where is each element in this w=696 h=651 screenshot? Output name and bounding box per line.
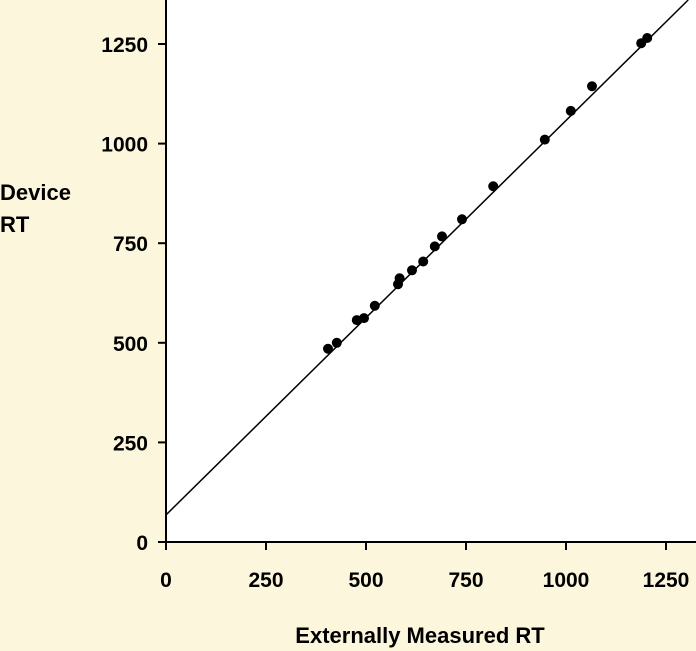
y-tick-label: 0 <box>136 532 148 555</box>
data-point <box>457 214 467 225</box>
data-point <box>418 256 429 267</box>
data-point <box>394 273 405 284</box>
x-tick-label: 250 <box>248 569 283 592</box>
x-tick-label: 750 <box>448 569 483 592</box>
fit-line <box>165 0 689 516</box>
y-axis-title-line-2: RT <box>0 212 30 237</box>
data-point <box>565 105 576 116</box>
x-tick-label: 1250 <box>643 569 690 592</box>
data-point <box>437 231 447 242</box>
data-point <box>331 337 342 348</box>
y-tick-label: 750 <box>113 233 148 256</box>
data-point <box>587 81 597 92</box>
y-tick-label: 250 <box>113 432 148 455</box>
data-point <box>359 313 369 324</box>
data-point <box>369 300 380 311</box>
data-point <box>429 241 440 252</box>
y-tick-label: 1000 <box>101 134 148 157</box>
data-point <box>642 33 653 44</box>
x-tick-label: 0 <box>160 569 172 592</box>
plot-area <box>166 0 696 542</box>
y-tick-label: 1250 <box>101 34 148 57</box>
x-axis-title: Externally Measured RT <box>295 623 545 648</box>
data-point <box>539 134 550 145</box>
x-tick-label: 500 <box>348 569 383 592</box>
data-point <box>407 265 417 276</box>
y-axis-title-line-1: Device <box>0 180 71 205</box>
data-point <box>488 181 499 192</box>
y-tick-label: 500 <box>113 333 148 356</box>
data-point <box>323 343 333 354</box>
x-tick-label: 1000 <box>543 569 590 592</box>
